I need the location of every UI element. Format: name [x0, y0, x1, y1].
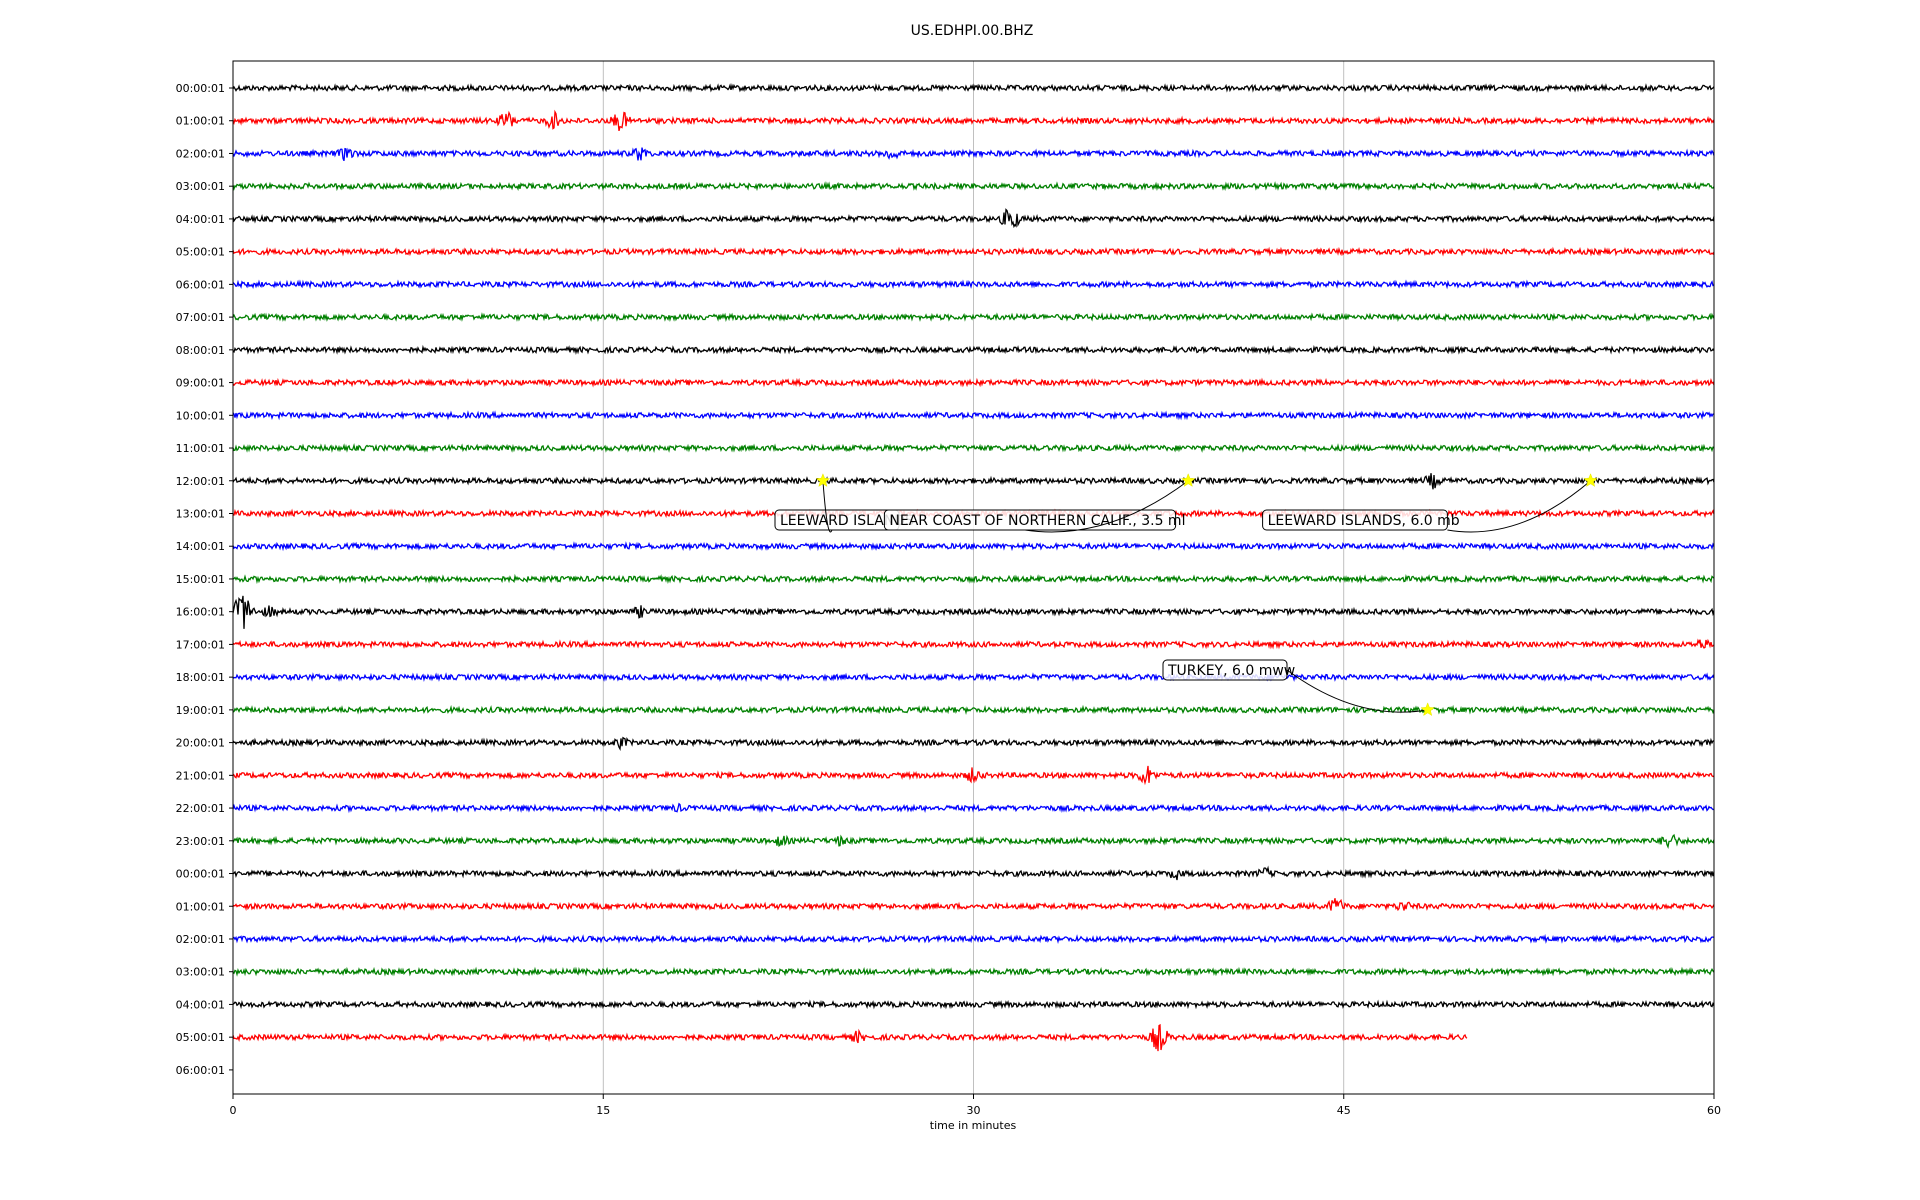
trace-row-9 [232, 377, 1715, 388]
trace-row-1 [232, 109, 1715, 132]
row-label: 07:00:01 [176, 311, 225, 324]
trace-row-10 [232, 410, 1715, 421]
trace-row-29 [232, 1023, 1468, 1052]
event-annotation: NEAR COAST OF NORTHERN CALIF., 3.5 ml [883, 509, 1185, 531]
trace-row-27 [232, 966, 1715, 977]
row-label: 08:00:01 [176, 344, 225, 357]
trace-row-25 [232, 898, 1715, 912]
trace-row-14 [232, 541, 1715, 552]
row-label: 12:00:01 [176, 475, 225, 488]
event-label: TURKEY, 6.0 mww [1167, 663, 1295, 679]
trace-row-8 [232, 344, 1715, 355]
trace-row-18 [232, 672, 1715, 683]
x-axis-label: time in minutes [930, 1119, 1017, 1132]
row-label: 11:00:01 [176, 442, 225, 455]
row-label: 21:00:01 [176, 769, 225, 782]
trace-row-6 [232, 279, 1715, 290]
row-label: 18:00:01 [176, 671, 225, 684]
row-label: 02:00:01 [176, 933, 225, 946]
trace-row-11 [232, 443, 1715, 454]
event-annotation: LEEWARD ISLANDS, 6.0 mb [1262, 509, 1460, 531]
event-label-box [1262, 509, 1448, 531]
event-connector [1447, 480, 1591, 533]
event-annotation: TURKEY, 6.0 mww [1162, 659, 1295, 681]
event-connector [1024, 480, 1189, 533]
trace-row-4 [232, 208, 1715, 229]
row-label: 15:00:01 [176, 573, 225, 586]
row-label: 06:00:01 [176, 1064, 225, 1077]
trace-layer [232, 82, 1715, 1052]
trace-row-15 [232, 573, 1715, 585]
trace-row-5 [232, 246, 1715, 257]
row-label: 04:00:01 [176, 998, 225, 1011]
event-star-icon [1420, 702, 1435, 717]
row-labels: 00:00:01 01:00:01 02:00:01 03:00:01 04:00:01… [176, 82, 233, 1077]
row-label: 05:00:01 [176, 246, 225, 259]
event-star-icon [1180, 473, 1196, 487]
trace-row-2 [232, 147, 1715, 162]
x-tick-label: 30 [967, 1104, 981, 1117]
chart-title: US.EDHPI.00.BHZ [911, 23, 1034, 39]
row-label: 03:00:01 [176, 966, 225, 979]
row-label: 03:00:01 [176, 180, 225, 193]
row-label: 19:00:01 [176, 704, 225, 717]
row-label: 20:00:01 [176, 737, 225, 750]
row-label: 01:00:01 [176, 115, 225, 128]
row-label: 06:00:01 [176, 278, 225, 291]
trace-row-12 [232, 473, 1715, 490]
row-label: 23:00:01 [176, 835, 225, 848]
row-label: 13:00:01 [176, 507, 225, 520]
trace-row-17 [232, 638, 1715, 650]
trace-row-28 [232, 999, 1715, 1010]
event-connector [822, 480, 833, 533]
row-label: 04:00:01 [176, 213, 225, 226]
trace-row-19 [232, 704, 1715, 715]
row-label: 10:00:01 [176, 409, 225, 422]
trace-row-26 [232, 933, 1715, 945]
row-label: 09:00:01 [176, 377, 225, 390]
row-label: 00:00:01 [176, 868, 225, 881]
trace-row-23 [232, 833, 1715, 850]
row-label: 14:00:01 [176, 540, 225, 553]
trace-row-21 [232, 765, 1715, 786]
x-tick-label: 15 [596, 1104, 610, 1117]
row-label: 01:00:01 [176, 900, 225, 913]
trace-row-3 [232, 181, 1715, 192]
row-label: 17:00:01 [176, 638, 225, 651]
row-label: 05:00:01 [176, 1031, 225, 1044]
trace-row-0 [232, 82, 1715, 94]
event-star-icon [815, 473, 831, 487]
x-tick-label: 60 [1707, 1104, 1721, 1117]
trace-row-7 [232, 312, 1715, 323]
x-tick-label: 45 [1337, 1104, 1351, 1117]
row-label: 16:00:01 [176, 606, 225, 619]
event-label: LEEWARD ISLANDS, 6.0 mb [1268, 513, 1460, 529]
trace-row-20 [232, 736, 1715, 752]
event-connector [1286, 669, 1428, 713]
row-label: 22:00:01 [176, 802, 225, 815]
x-ticks: 0 15 30 45 60 [230, 1094, 1721, 1117]
row-label: 00:00:01 [176, 82, 225, 95]
event-label: LEEWARD ISLANDS [780, 513, 914, 529]
trace-row-16 [232, 595, 1715, 629]
event-star-icon [1583, 473, 1598, 487]
event-label: NEAR COAST OF NORTHERN CALIF., 3.5 ml [889, 513, 1185, 529]
trace-row-24 [232, 865, 1715, 881]
trace-row-22 [232, 802, 1715, 814]
x-tick-label: 0 [230, 1104, 237, 1117]
row-label: 02:00:01 [176, 147, 225, 160]
